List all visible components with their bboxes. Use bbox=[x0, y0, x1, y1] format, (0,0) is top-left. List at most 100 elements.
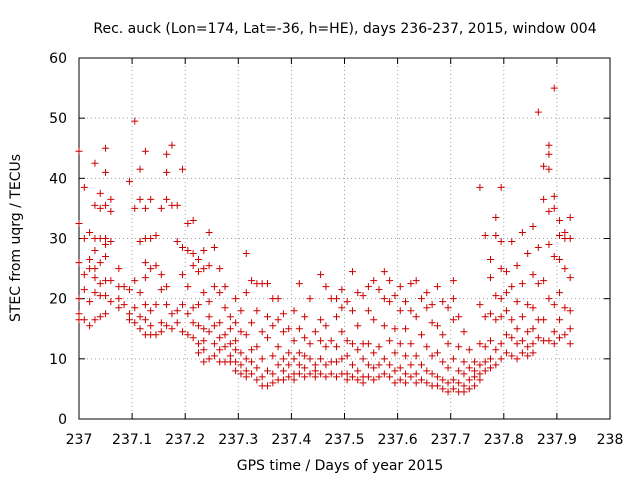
y-tick-label: 30 bbox=[49, 232, 67, 248]
data-point bbox=[487, 337, 495, 345]
data-point bbox=[524, 328, 532, 336]
data-point bbox=[487, 256, 495, 264]
data-point bbox=[179, 244, 187, 252]
data-point bbox=[471, 373, 479, 381]
data-point bbox=[529, 271, 537, 279]
data-point bbox=[556, 256, 564, 264]
data-point bbox=[492, 346, 500, 354]
data-point bbox=[550, 84, 558, 92]
data-point bbox=[210, 244, 218, 252]
data-point bbox=[391, 379, 399, 387]
data-point bbox=[96, 280, 104, 288]
data-point bbox=[449, 295, 457, 303]
data-point bbox=[444, 379, 452, 387]
data-point bbox=[290, 355, 298, 363]
data-point bbox=[380, 355, 388, 363]
data-point bbox=[248, 346, 256, 354]
data-point bbox=[338, 328, 346, 336]
data-point bbox=[455, 313, 463, 321]
data-point bbox=[173, 238, 181, 246]
data-point bbox=[147, 322, 155, 330]
data-point bbox=[91, 316, 99, 324]
data-point bbox=[370, 277, 378, 285]
data-point bbox=[163, 168, 171, 176]
data-point bbox=[194, 268, 202, 276]
data-point bbox=[96, 313, 104, 321]
data-point bbox=[524, 352, 532, 360]
data-point bbox=[465, 376, 473, 384]
data-point bbox=[502, 289, 510, 297]
data-point bbox=[348, 307, 356, 315]
data-point bbox=[343, 376, 351, 384]
data-point bbox=[157, 328, 165, 336]
data-point bbox=[529, 340, 537, 348]
data-point bbox=[333, 358, 341, 366]
data-point bbox=[412, 313, 420, 321]
data-point bbox=[502, 268, 510, 276]
data-point bbox=[380, 322, 388, 330]
data-point bbox=[264, 382, 272, 390]
data-point bbox=[136, 238, 144, 246]
data-point bbox=[455, 379, 463, 387]
data-point bbox=[107, 277, 115, 285]
data-point bbox=[396, 307, 404, 315]
data-point bbox=[200, 289, 208, 297]
data-point bbox=[460, 328, 468, 336]
data-point bbox=[295, 280, 303, 288]
data-point bbox=[455, 367, 463, 375]
data-point bbox=[200, 358, 208, 366]
data-point bbox=[513, 298, 521, 306]
data-point bbox=[481, 231, 489, 239]
data-point bbox=[338, 286, 346, 294]
data-point bbox=[147, 195, 155, 203]
data-point bbox=[534, 244, 542, 252]
data-point bbox=[449, 385, 457, 393]
data-point bbox=[354, 367, 362, 375]
data-point bbox=[179, 165, 187, 173]
data-point bbox=[179, 328, 187, 336]
data-point bbox=[179, 301, 187, 309]
data-point bbox=[258, 355, 266, 363]
data-point bbox=[534, 280, 542, 288]
data-point bbox=[481, 343, 489, 351]
data-point bbox=[96, 189, 104, 197]
data-point bbox=[508, 334, 516, 342]
data-point bbox=[322, 322, 330, 330]
data-point bbox=[102, 241, 110, 249]
data-point bbox=[556, 334, 564, 342]
data-point bbox=[125, 310, 133, 318]
data-point bbox=[317, 355, 325, 363]
data-point bbox=[534, 108, 542, 116]
data-point bbox=[91, 159, 99, 167]
data-point bbox=[200, 346, 208, 354]
data-point bbox=[264, 313, 272, 321]
data-point bbox=[96, 259, 104, 267]
data-point bbox=[402, 379, 410, 387]
data-point bbox=[157, 319, 165, 327]
data-point bbox=[375, 373, 383, 381]
data-point bbox=[237, 370, 245, 378]
data-point bbox=[232, 367, 240, 375]
data-point bbox=[343, 352, 351, 360]
data-point bbox=[216, 289, 224, 297]
data-point bbox=[497, 313, 505, 321]
data-point bbox=[545, 295, 553, 303]
data-point bbox=[476, 301, 484, 309]
data-point bbox=[131, 319, 139, 327]
data-point bbox=[561, 265, 569, 273]
data-point bbox=[417, 331, 425, 339]
data-point bbox=[492, 292, 500, 300]
data-point bbox=[279, 376, 287, 384]
data-point bbox=[107, 195, 115, 203]
data-point bbox=[96, 204, 104, 212]
data-point bbox=[375, 361, 383, 369]
data-point bbox=[91, 201, 99, 209]
data-point bbox=[566, 325, 574, 333]
data-point bbox=[125, 286, 133, 294]
data-point bbox=[391, 292, 399, 300]
data-point bbox=[163, 301, 171, 309]
data-point bbox=[141, 204, 149, 212]
data-point bbox=[497, 295, 505, 303]
data-point bbox=[354, 346, 362, 354]
